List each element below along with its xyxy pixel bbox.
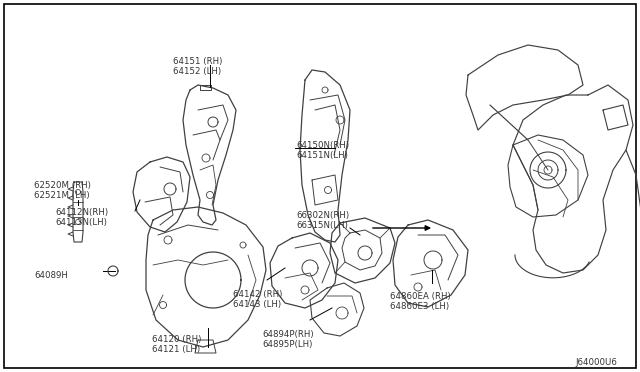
Text: 64151N(LH): 64151N(LH) — [296, 151, 348, 160]
Text: 66315N(LH): 66315N(LH) — [296, 221, 348, 230]
Text: 64120 (RH): 64120 (RH) — [152, 335, 202, 344]
Text: 64112N(RH): 64112N(RH) — [55, 208, 108, 217]
Text: 62520M (RH): 62520M (RH) — [34, 181, 91, 190]
Text: 64142 (RH): 64142 (RH) — [233, 290, 282, 299]
Text: 62521M (LH): 62521M (LH) — [34, 191, 90, 200]
Text: 64895P(LH): 64895P(LH) — [262, 340, 312, 349]
Text: 66302N(RH): 66302N(RH) — [296, 211, 349, 220]
Text: 64089H: 64089H — [34, 271, 68, 280]
Text: 64860EA (RH): 64860EA (RH) — [390, 292, 451, 301]
Text: 64143 (LH): 64143 (LH) — [233, 300, 281, 309]
Text: 64152 (LH): 64152 (LH) — [173, 67, 221, 76]
Text: 64860E3 (LH): 64860E3 (LH) — [390, 302, 449, 311]
Text: 64113N(LH): 64113N(LH) — [55, 218, 107, 227]
Text: 64121 (LH): 64121 (LH) — [152, 345, 200, 354]
Text: 64894P(RH): 64894P(RH) — [262, 330, 314, 339]
Text: J64000U6: J64000U6 — [575, 358, 617, 367]
Text: 64150N(RH): 64150N(RH) — [296, 141, 349, 150]
Text: 64151 (RH): 64151 (RH) — [173, 57, 222, 66]
